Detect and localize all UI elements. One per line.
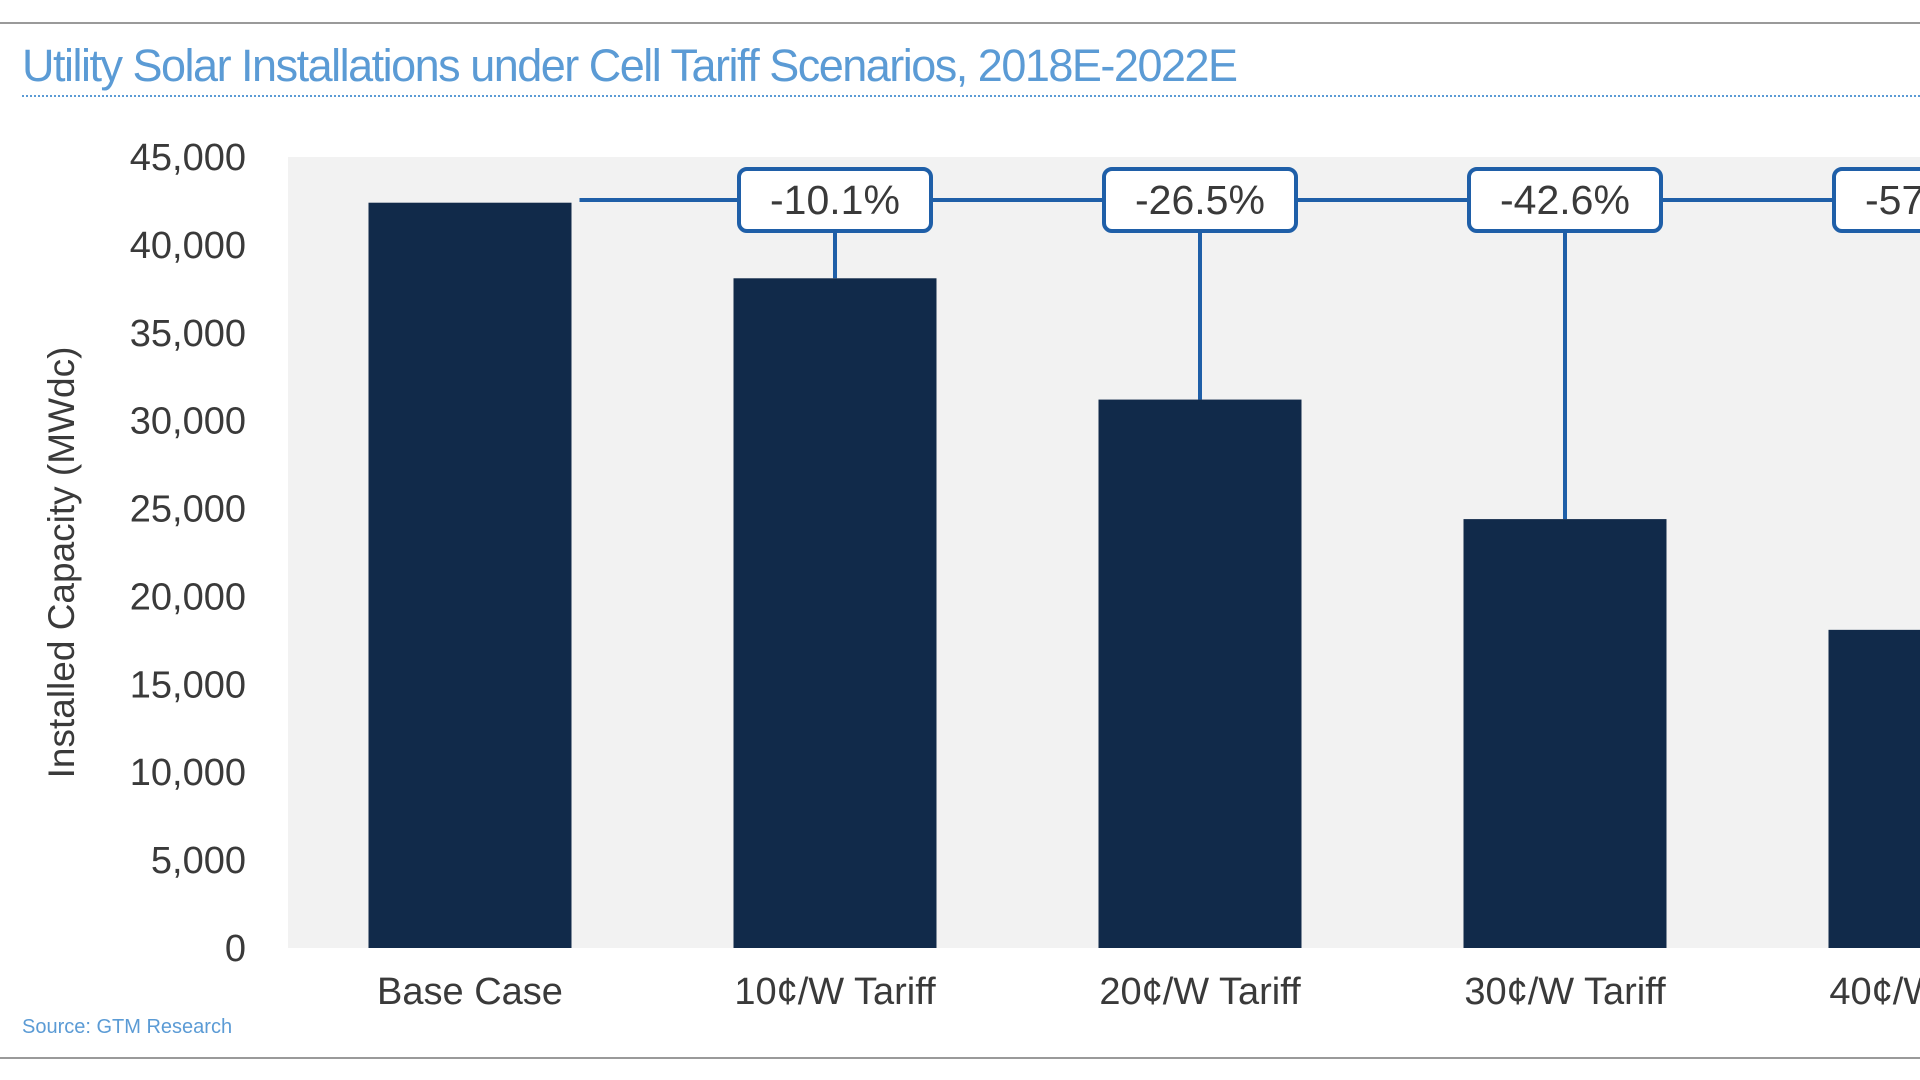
title-underline <box>22 95 1920 97</box>
callout-box <box>1832 167 1920 233</box>
y-tick-label: 35,000 <box>130 313 246 355</box>
top-divider <box>0 22 1920 24</box>
bar <box>733 278 937 949</box>
y-axis-label: Installed Capacity (MWdc) <box>41 347 82 779</box>
y-tick-label: 25,000 <box>130 489 246 531</box>
x-tick-label: 40¢/W Tariff <box>1829 971 1920 1013</box>
bar <box>1098 399 1302 948</box>
x-axis-labels: Base Case 10¢/W Tariff 20¢/W Tariff 30¢/W T… <box>377 971 1920 1013</box>
callout-box <box>737 167 933 233</box>
bottom-divider <box>0 1057 1920 1059</box>
x-tick-label: 20¢/W Tariff <box>1099 971 1301 1013</box>
y-tick-label: 20,000 <box>130 576 246 618</box>
bars <box>368 202 1920 949</box>
y-tick-label: 0 <box>225 928 246 970</box>
chart-title: Utility Solar Installations under Cell T… <box>22 40 1238 91</box>
callout-label: -26.5% <box>1135 177 1265 223</box>
y-tick-label: 45,000 <box>130 137 246 179</box>
y-axis-ticks: 0 5,000 10,000 15,000 20,000 25,000 30,000 35,0… <box>130 137 246 970</box>
x-tick-label: 30¢/W Tariff <box>1464 971 1666 1013</box>
y-tick-label: 30,000 <box>130 401 246 443</box>
callout-box <box>1467 167 1663 233</box>
callout-label: -57.3% <box>1865 177 1920 223</box>
callout-label: -42.6% <box>1500 177 1630 223</box>
bar <box>368 202 572 949</box>
callout-box <box>1102 167 1298 233</box>
y-tick-label: 40,000 <box>130 225 246 267</box>
bar <box>1828 629 1920 948</box>
x-tick-label: Base Case <box>377 971 563 1013</box>
bar <box>1463 519 1667 948</box>
x-tick-label: 10¢/W Tariff <box>734 971 936 1013</box>
source-note: Source: GTM Research <box>22 1016 233 1038</box>
percent-callouts: -10.1% -26.5% -42.6% -57.3% <box>737 167 1920 233</box>
callout-label: -10.1% <box>770 177 900 223</box>
y-tick-label: 15,000 <box>130 664 246 706</box>
y-tick-label: 5,000 <box>151 840 246 882</box>
y-tick-label: 10,000 <box>130 752 246 794</box>
